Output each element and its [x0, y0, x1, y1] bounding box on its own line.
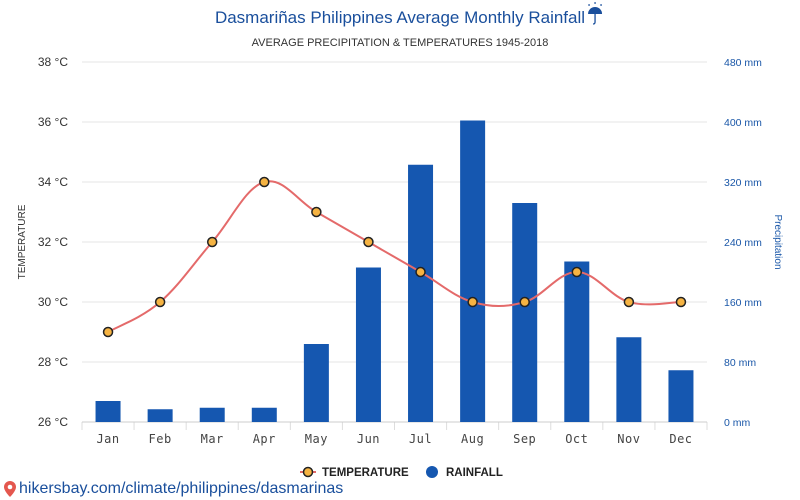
temperature-point: [311, 206, 322, 218]
umbrella-handle: [593, 14, 596, 25]
right-tick-label: 320 mm: [724, 177, 762, 189]
right-axis-title: Precipitation: [772, 214, 783, 269]
right-tick-label: 80 mm: [724, 357, 756, 369]
legend-rainfall-marker: [426, 466, 438, 478]
temperature-point: [102, 326, 114, 338]
map-pin-icon: [4, 481, 16, 497]
x-tick-label: Apr: [253, 432, 276, 446]
temperature-point: [206, 236, 218, 248]
rainfall-bar: [199, 407, 225, 422]
temperature-point: [415, 266, 426, 278]
rainfall-bar: [147, 409, 173, 422]
temperature-point: [259, 176, 270, 188]
temperature-point: [467, 296, 478, 308]
left-axis: 26 °C 28 °C 30 °C 32 °C 34 °C 36 °C 38 °C: [38, 55, 68, 429]
left-axis-title: TEMPERATURE: [17, 204, 28, 279]
right-tick-label: 400 mm: [724, 117, 762, 129]
x-tick-label: Dec: [669, 432, 692, 446]
rain-drop: [600, 4, 602, 6]
x-axis: Jan Feb Mar Apr May Jun Jul Aug Sep Oct Nov Dec: [96, 432, 692, 446]
left-tick-label: 26 °C: [38, 415, 68, 429]
legend-rainfall: RAINFALL: [426, 466, 503, 479]
x-tick-label: Aug: [461, 432, 484, 446]
rain-drop: [594, 2, 596, 4]
rainfall-bar: [355, 267, 381, 422]
umbrella-icon: [588, 2, 603, 25]
chart-title: Dasmariñas Philippines Average Monthly R…: [215, 8, 585, 27]
watermark-text: hikersbay.com/climate/philippines/dasmar…: [19, 480, 344, 497]
left-tick-label: 36 °C: [38, 115, 68, 129]
right-tick-label: 480 mm: [724, 57, 762, 69]
right-tick-label: 240 mm: [724, 237, 762, 249]
rainfall-bar: [460, 120, 486, 422]
x-tick-label: Oct: [565, 432, 588, 446]
legend-rainfall-label: RAINFALL: [446, 467, 503, 479]
x-tick-label: May: [305, 432, 328, 446]
x-tick-label: Nov: [617, 432, 640, 446]
left-tick-label: 34 °C: [38, 175, 68, 189]
x-tick-label: Jan: [96, 432, 119, 446]
rainfall-bars: [95, 120, 694, 422]
umbrella-canopy: [588, 7, 603, 14]
legend-temperature-label: TEMPERATURE: [322, 467, 409, 479]
left-tick-label: 30 °C: [38, 295, 68, 309]
x-tick-label: Jun: [357, 432, 380, 446]
legend: TEMPERATURE RAINFALL: [300, 466, 503, 479]
rainfall-bar: [95, 401, 121, 422]
left-tick-label: 32 °C: [38, 235, 68, 249]
temperature-point: [675, 296, 687, 308]
rainfall-bar: [303, 344, 329, 422]
watermark[interactable]: hikersbay.com/climate/philippines/dasmar…: [4, 480, 343, 498]
x-tick-label: Jul: [409, 432, 432, 446]
x-tick-label: Feb: [149, 432, 172, 446]
right-axis: 0 mm 80 mm 160 mm 240 mm 320 mm 400 mm 480 mm: [724, 57, 762, 429]
temperature-line: [102, 176, 687, 338]
left-tick-label: 38 °C: [38, 55, 68, 69]
rain-drop: [588, 4, 590, 6]
rainfall-bar: [668, 370, 694, 422]
right-tick-label: 160 mm: [724, 297, 762, 309]
rainfall-bar: [408, 164, 434, 422]
temperature-point: [519, 296, 530, 308]
temperature-point: [571, 266, 583, 278]
temperature-point: [623, 296, 635, 308]
rainfall-bar: [251, 407, 277, 422]
right-tick-label: 0 mm: [724, 417, 751, 429]
legend-temperature: TEMPERATURE: [300, 466, 409, 479]
left-tick-label: 28 °C: [38, 355, 68, 369]
grid: [81, 61, 708, 430]
rainfall-bar: [564, 261, 590, 422]
legend-temperature-marker: [302, 466, 314, 478]
temperature-point: [154, 296, 166, 308]
rainfall-bar: [512, 203, 538, 422]
temperature-curve: [107, 180, 681, 333]
x-tick-label: Sep: [513, 432, 536, 446]
rainfall-bar: [616, 337, 642, 422]
x-tick-label: Mar: [201, 432, 224, 446]
chart-subtitle: AVERAGE PRECIPITATION & TEMPERATURES 194…: [252, 37, 549, 49]
temperature-point: [363, 236, 374, 248]
